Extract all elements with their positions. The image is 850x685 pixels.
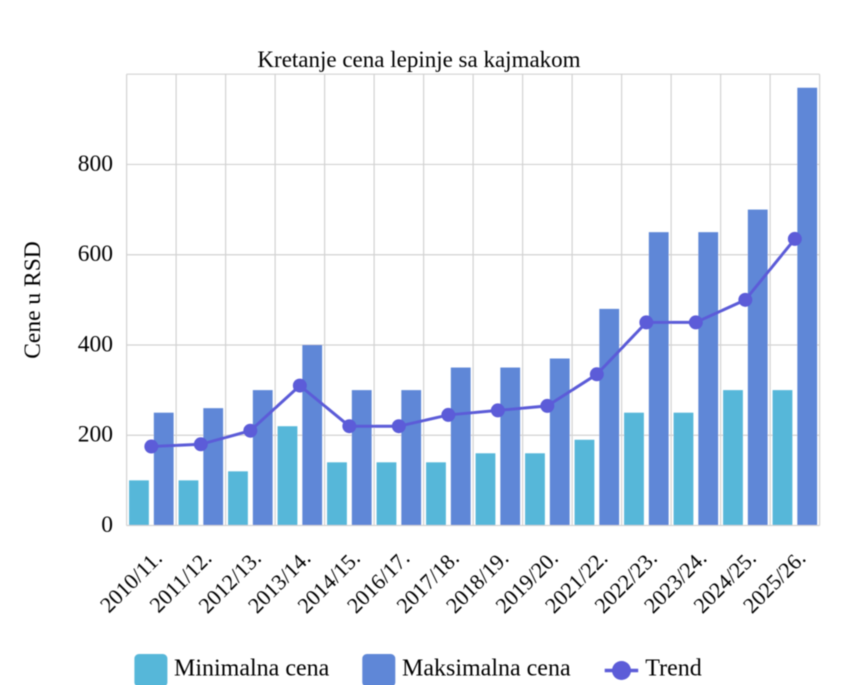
svg-text:200: 200: [78, 422, 113, 448]
svg-text:400: 400: [78, 331, 113, 357]
svg-text:0: 0: [101, 512, 113, 538]
svg-text:Kretanje cena lepinje sa kajma: Kretanje cena lepinje sa kajmakom: [257, 47, 580, 72]
svg-text:800: 800: [78, 151, 113, 177]
svg-text:Trend: Trend: [645, 656, 701, 682]
svg-text:600: 600: [78, 241, 113, 267]
svg-text:Cene u RSD: Cene u RSD: [20, 241, 46, 359]
svg-text:Maksimalna cena: Maksimalna cena: [402, 656, 571, 682]
svg-text:Minimalna cena: Minimalna cena: [174, 656, 330, 682]
